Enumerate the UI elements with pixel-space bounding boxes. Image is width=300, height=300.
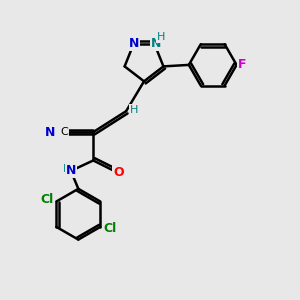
Text: H: H [157,32,165,42]
Text: Cl: Cl [40,193,53,206]
Text: N: N [66,164,76,177]
Text: H: H [63,164,71,174]
Text: O: O [113,166,124,179]
Text: N: N [45,126,55,139]
Text: Cl: Cl [103,222,116,235]
Text: H: H [130,105,139,115]
Text: N: N [128,38,139,50]
Text: C: C [60,127,68,137]
Text: F: F [238,58,246,71]
Text: N: N [151,38,161,50]
